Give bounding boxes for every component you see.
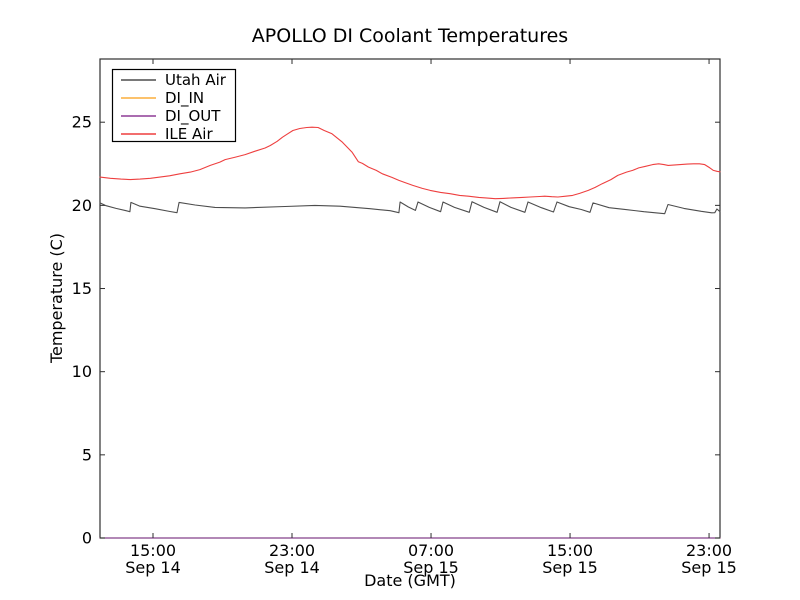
x-tick-label-time: 15:00 (547, 541, 593, 560)
y-tick-label: 5 (82, 445, 92, 464)
legend-label-ile-air: ILE Air (165, 125, 213, 143)
x-tick-label-date: Sep 15 (542, 558, 598, 577)
x-tick-label-time: 23:00 (686, 541, 732, 560)
y-tick-label: 0 (82, 529, 92, 548)
y-axis-label: Temperature (C) (47, 233, 66, 364)
legend: Utah Air DI_IN DI_OUT ILE Air (111, 68, 237, 143)
y-tick-label: 10 (72, 362, 92, 381)
x-tick-label-date: Sep 14 (264, 558, 320, 577)
legend-label-di-out: DI_OUT (165, 107, 221, 126)
series-lines (99, 126, 721, 539)
y-tick-label: 20 (72, 196, 92, 215)
x-axis-label: Date (GMT) (364, 571, 456, 590)
x-tick-label-date: Sep 15 (681, 558, 737, 577)
x-tick-label-date: Sep 14 (125, 558, 181, 577)
legend-item-di-out: DI_OUT (121, 107, 221, 126)
x-tick-label-time: 07:00 (408, 541, 454, 560)
x-tick-label-date: Sep 15 (403, 558, 459, 577)
x-tick-label-time: 15:00 (130, 541, 176, 560)
y-tick-label: 15 (72, 279, 92, 298)
legend-box (111, 68, 237, 143)
legend-item-ile-air: ILE Air (121, 125, 213, 143)
series-line-ile-air (99, 126, 721, 200)
legend-label-utah-air: Utah Air (165, 71, 227, 89)
legend-item-utah-air: Utah Air (121, 71, 227, 89)
series-line-utah-air (99, 201, 721, 215)
legend-item-di-in: DI_IN (121, 89, 204, 108)
y-tick-label: 25 (72, 113, 92, 132)
x-tick-label-time: 23:00 (269, 541, 315, 560)
chart-title: APOLLO DI Coolant Temperatures (252, 25, 568, 47)
legend-label-di-in: DI_IN (165, 89, 204, 108)
